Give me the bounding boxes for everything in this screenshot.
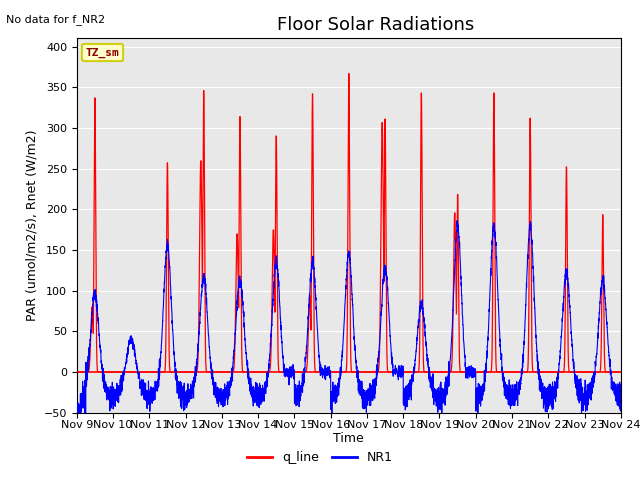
Legend: TZ_sm: TZ_sm bbox=[83, 44, 123, 61]
Title: Floor Solar Radiations: Floor Solar Radiations bbox=[277, 16, 475, 34]
Legend: q_line, NR1: q_line, NR1 bbox=[243, 446, 397, 469]
X-axis label: Time: Time bbox=[333, 432, 364, 445]
Y-axis label: PAR (umol/m2/s), Rnet (W/m2): PAR (umol/m2/s), Rnet (W/m2) bbox=[25, 130, 38, 321]
Text: No data for f_NR2: No data for f_NR2 bbox=[6, 14, 106, 25]
